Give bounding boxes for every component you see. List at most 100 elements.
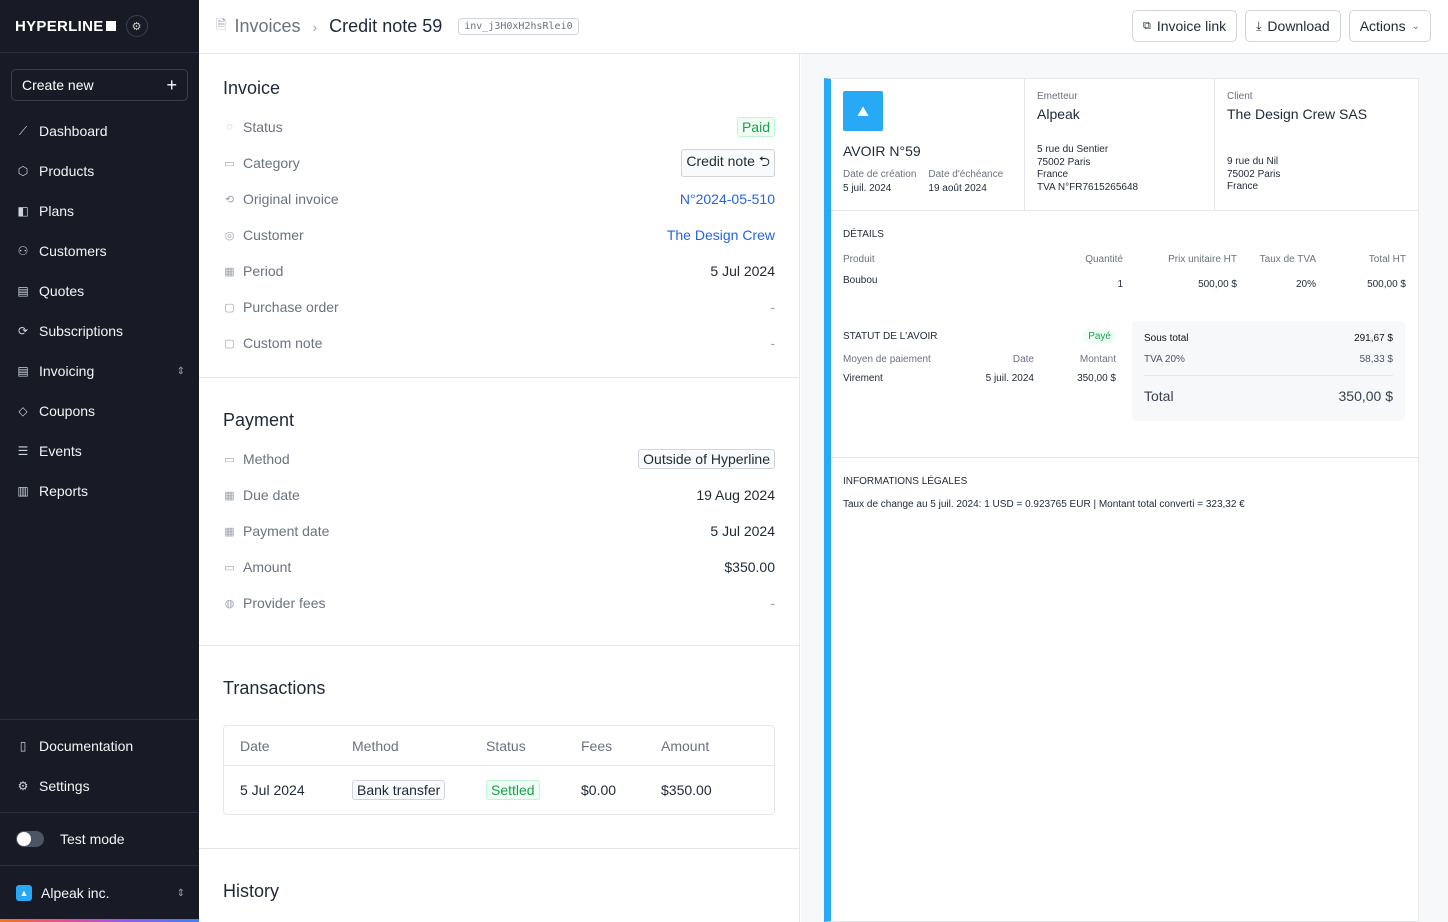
create-new-button[interactable]: Create new + <box>11 69 188 101</box>
due-date-label: Due date <box>243 487 300 503</box>
payment-section: Payment ▭ Method Outside of Hyperline ▦ Due … <box>199 378 799 646</box>
tag-icon: ◇ <box>18 404 28 418</box>
breadcrumb-invoices[interactable]: Invoices <box>234 16 301 36</box>
details-panel: Invoice ◌ Status Paid ▭ Category Credit note … <box>199 54 800 922</box>
product-cell: Boubou <box>843 275 878 286</box>
category-value[interactable]: Credit note ⮌ <box>681 149 775 177</box>
invoice-section: Invoice ◌ Status Paid ▭ Category Credit note … <box>199 54 799 378</box>
total-cell: 500,00 $ <box>1367 279 1406 290</box>
vat-value: 58,33 $ <box>1359 354 1393 365</box>
payment-date-value: 5 Jul 2024 <box>710 523 775 539</box>
row-original-invoice: ⟲ Original invoice N°2024-05-510 <box>223 181 775 217</box>
chevron-down-icon: ⌄ <box>1411 20 1420 32</box>
customer-label-group: ◎ Customer <box>223 227 304 243</box>
tx-status-badge: Settled <box>486 780 540 800</box>
client-address-line: 75002 Paris <box>1227 168 1281 180</box>
vat-label: TVA 20% <box>1144 354 1185 365</box>
invoice-id-tag[interactable]: inv_j3H0xH2hsRlei0 <box>458 18 579 35</box>
test-mode-toggle[interactable] <box>16 831 44 847</box>
sidebar-item-label: Dashboard <box>39 123 108 139</box>
column-header: Total HT <box>1368 254 1406 265</box>
method-value[interactable]: Outside of Hyperline <box>638 449 775 469</box>
section-title: Invoice <box>223 78 281 98</box>
issuer-address-line: 5 rue du Sentier <box>1037 144 1109 155</box>
row-period: ▦ Period 5 Jul 2024 <box>223 253 775 289</box>
sidebar: HYPERLINE ⚙ Create new + ⟋ Dashboard ⬡ Produ… <box>0 0 199 922</box>
sidebar-item-customers[interactable]: ⚇ Customers <box>0 231 199 271</box>
provider-fees-label-group: ◍ Provider fees <box>223 595 326 611</box>
actions-button[interactable]: Actions ⌄ <box>1348 10 1431 42</box>
category-label-group: ▭ Category <box>223 155 300 171</box>
quantity-cell: 1 <box>1117 279 1123 290</box>
tx-date: 5 Jul 2024 <box>240 782 305 798</box>
due-date-icon: ▦ <box>224 489 235 502</box>
period-label: Period <box>243 263 284 279</box>
period-icon: ▦ <box>224 265 235 278</box>
issuer-address-line: 75002 Paris <box>1037 156 1091 168</box>
issuer-name: Alpeak <box>1037 106 1080 122</box>
customer-value[interactable]: The Design Crew <box>666 227 775 243</box>
column-header: Amount <box>661 737 710 754</box>
org-switcher[interactable]: ▲ Alpeak inc. ⇕ <box>0 866 199 920</box>
customer-icon: ◎ <box>224 229 235 242</box>
download-icon: ⤓ <box>1256 18 1262 33</box>
provider-fees-icon: ◍ <box>224 597 235 610</box>
row-status: ◌ Status Paid <box>223 109 775 145</box>
sidebar-item-label: Events <box>39 443 82 459</box>
provider-fees-label: Provider fees <box>243 595 326 611</box>
original-invoice-value[interactable]: N°2024-05-510 <box>679 191 775 207</box>
issuer-label: Emetteur <box>1037 91 1078 102</box>
purchase-order-value: - <box>770 299 775 315</box>
sidebar-item-documentation[interactable]: ▯ Documentation <box>0 726 199 766</box>
section-title: Payment <box>223 410 295 430</box>
sidebar-item-settings[interactable]: ⚙ Settings <box>0 766 199 806</box>
purchase-order-icon: ▢ <box>224 301 235 314</box>
legal-title: INFORMATIONS LÉGALES <box>843 476 968 487</box>
gear-icon: ⚙ <box>17 779 29 793</box>
database-icon: ☰ <box>17 444 29 458</box>
sidebar-item-reports[interactable]: ▥ Reports <box>0 471 199 511</box>
method-icon: ▭ <box>224 453 235 466</box>
refresh-icon: ⟳ <box>17 324 29 338</box>
invoice-link-label: Invoice link <box>1156 18 1227 34</box>
table-row: Virement 5 juil. 2024 350,00 $ <box>843 373 1116 384</box>
sidebar-item-coupons[interactable]: ◇ Coupons <box>0 391 199 431</box>
workspace-settings-icon[interactable]: ⚙ <box>125 15 148 37</box>
sidebar-item-invoicing[interactable]: ▤ Invoicing ⇕ <box>0 351 199 391</box>
due-date-value: 19 Aug 2024 <box>696 487 775 503</box>
total-value: 350,00 $ <box>1338 388 1394 404</box>
vat-rate-cell: 20% <box>1295 279 1316 290</box>
sidebar-item-products[interactable]: ⬡ Products <box>0 151 199 191</box>
total-label: Total <box>1144 388 1174 404</box>
payment-date-icon: ▦ <box>224 525 235 538</box>
created-label: Date de création <box>843 169 917 180</box>
history-section: History <box>199 849 799 902</box>
legal-text: Taux de change au 5 juil. 2024: 1 USD = … <box>843 499 1245 510</box>
test-mode-label: Test mode <box>60 831 125 847</box>
sidebar-item-quotes[interactable]: ▤ Quotes <box>0 271 199 311</box>
column-header: Quantité <box>1085 254 1123 265</box>
method-label-group: ▭ Method <box>223 451 289 467</box>
receipt-icon: ▤ <box>17 364 29 378</box>
sidebar-item-plans[interactable]: ◧ Plans <box>0 191 199 231</box>
tx-method: Bank transfer <box>352 780 446 800</box>
credit-note-document: ⛰ AVOIR N°59 Date de création 5 juil. 202… <box>824 78 1419 922</box>
accent-bar <box>0 919 199 922</box>
sidebar-item-events[interactable]: ☰ Events <box>0 431 199 471</box>
status-block: STATUT DE L'AVOIR Payé Moyen de paiement… <box>831 311 1418 458</box>
sidebar-item-dashboard[interactable]: ⟋ Dashboard <box>0 111 199 151</box>
subtotal-value: 291,67 $ <box>1354 333 1393 344</box>
period-label-group: ▦ Period <box>223 263 283 279</box>
chevron-updown-icon: ⇕ <box>176 365 185 377</box>
status-title: STATUT DE L'AVOIR <box>843 331 938 342</box>
amount-value: $350.00 <box>724 559 775 575</box>
sidebar-item-subscriptions[interactable]: ⟳ Subscriptions <box>0 311 199 351</box>
row-purchase-order: ▢ Purchase order - <box>223 289 775 325</box>
invoice-link-button[interactable]: ⧉ Invoice link <box>1131 10 1238 42</box>
section-title: Transactions <box>223 678 326 698</box>
brand-logo[interactable]: HYPERLINE <box>15 18 116 35</box>
table-row[interactable]: 5 Jul 2024 Bank transfer Settled $0.00 $… <box>224 766 774 814</box>
tx-amount: $350.00 <box>661 782 712 798</box>
payment-date-cell: 5 juil. 2024 <box>985 373 1034 384</box>
download-button[interactable]: ⤓ Download <box>1245 10 1341 42</box>
